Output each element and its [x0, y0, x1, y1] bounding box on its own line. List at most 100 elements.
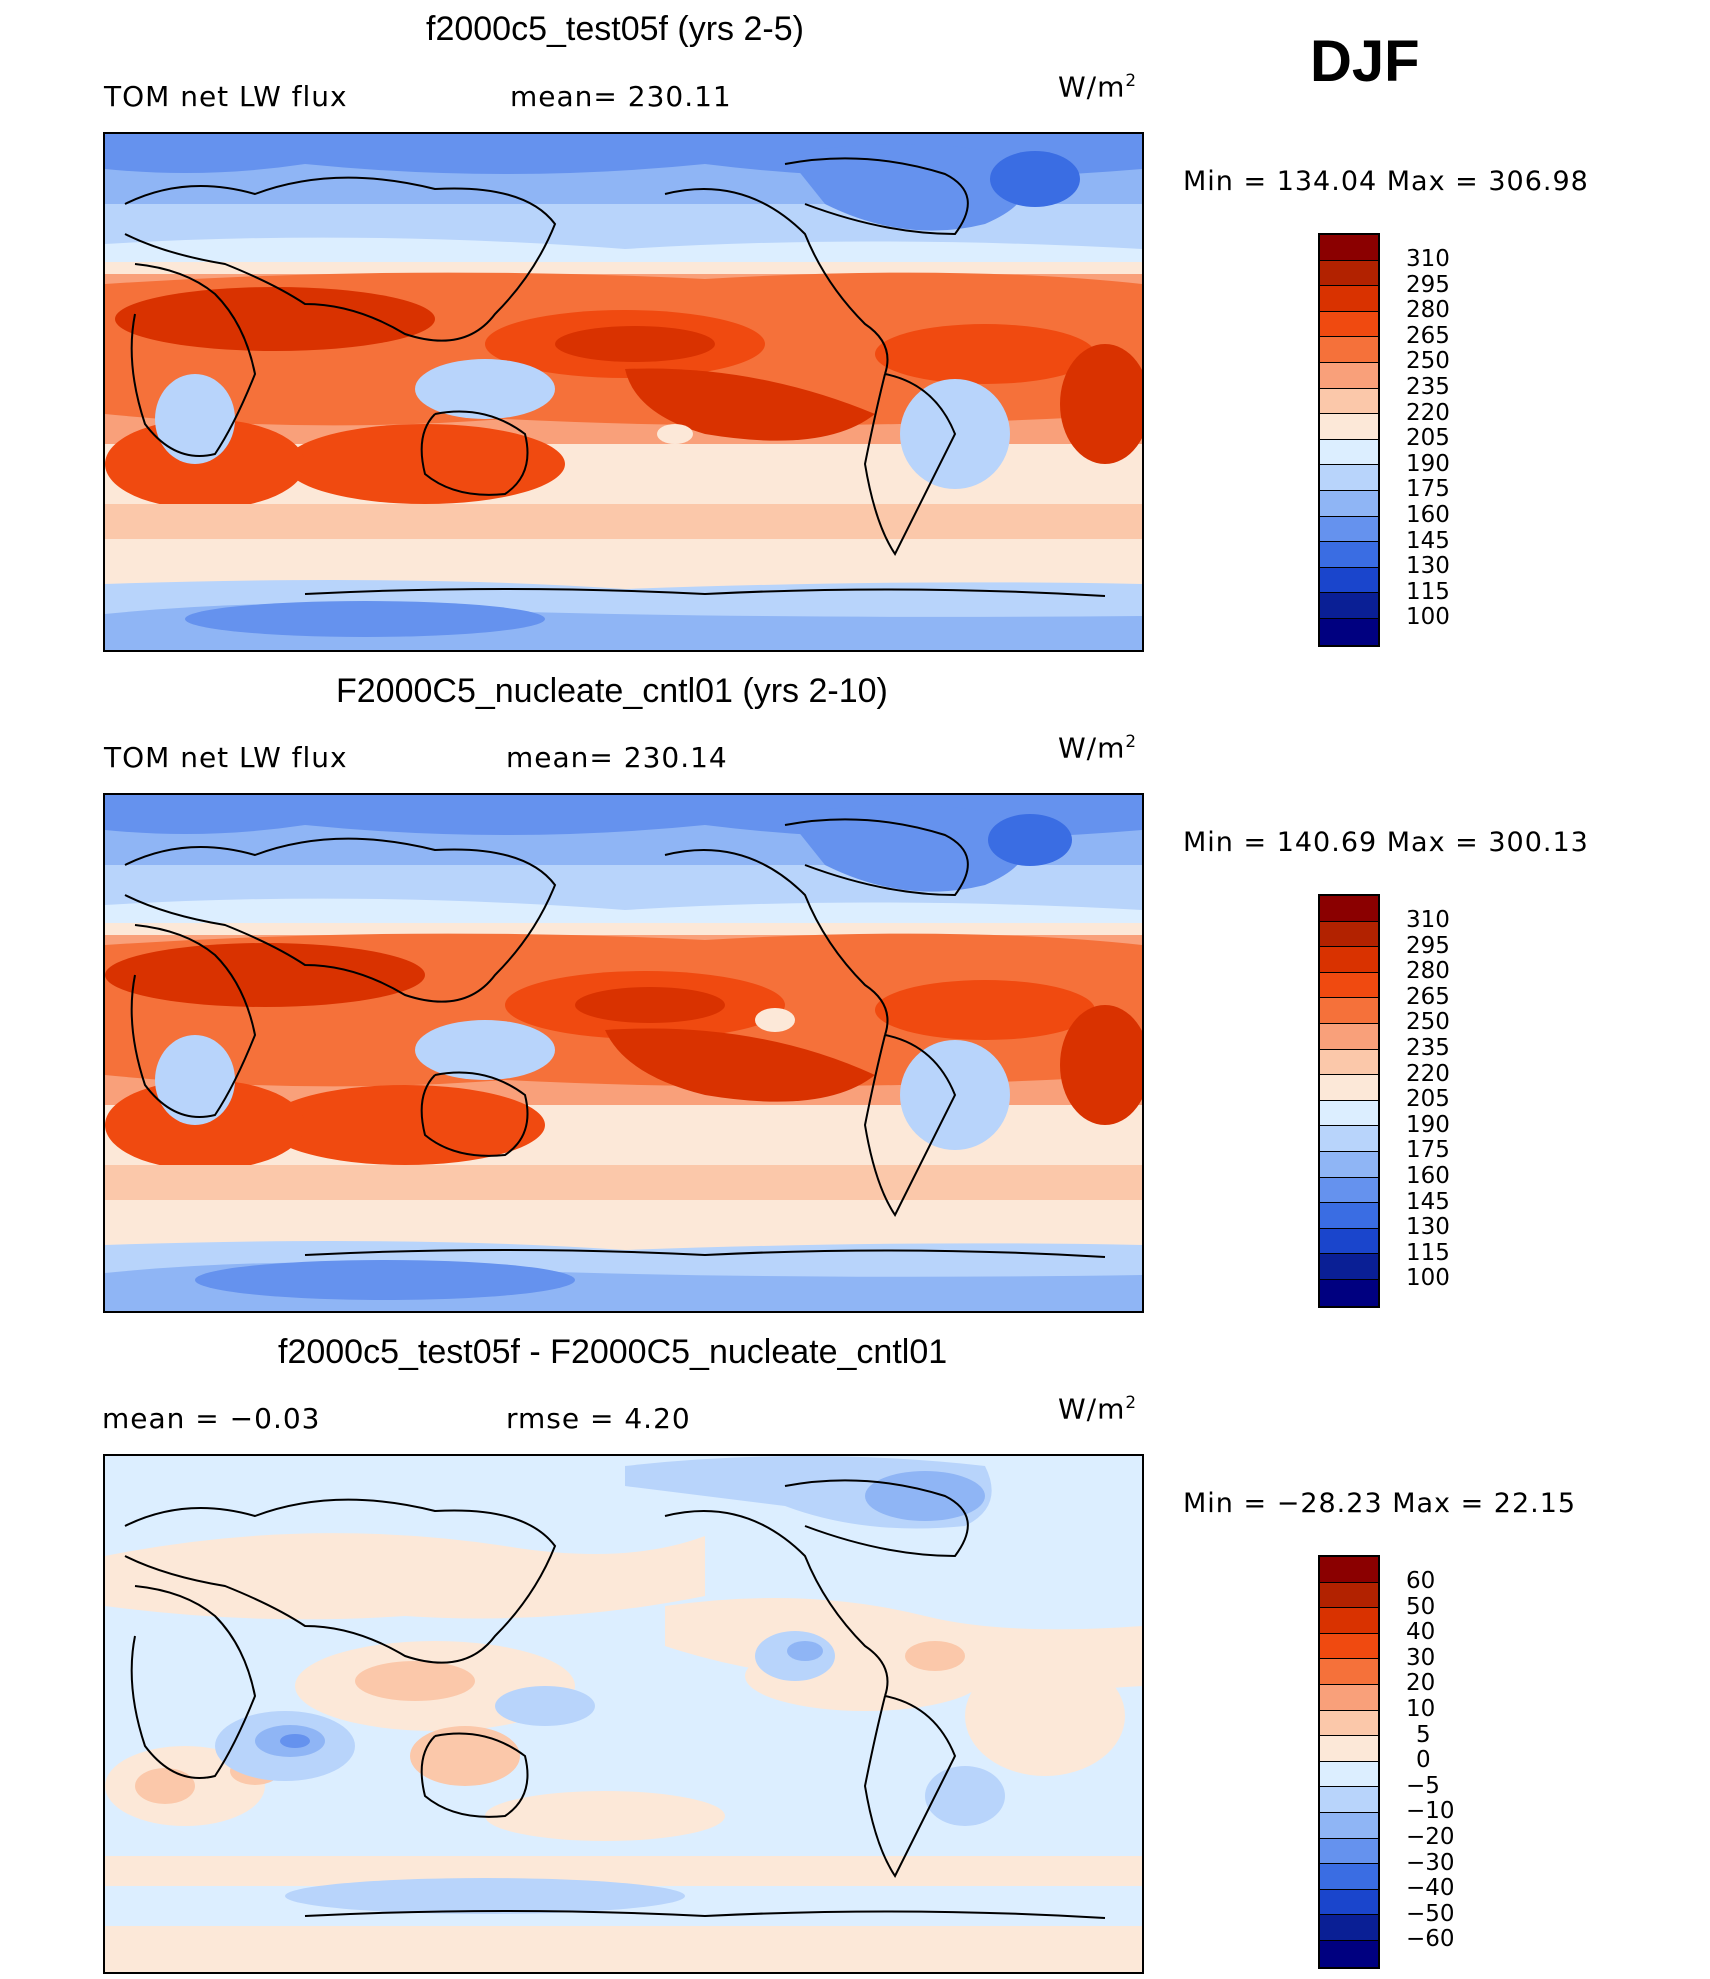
colorbar-swatch: [1320, 1279, 1378, 1306]
colorbar-swatch: [1320, 1787, 1378, 1813]
panel-2-mean-label: mean= 230.14: [506, 741, 728, 774]
colorbar-tick-label: 30: [1406, 1645, 1436, 1671]
colorbar-swatch: [1320, 362, 1378, 389]
colorbar-swatch: [1320, 439, 1378, 466]
colorbar-tick-label: 130: [1406, 1214, 1450, 1240]
colorbar-tick-label: −20: [1406, 1824, 1455, 1850]
colorbar-swatch: [1320, 1940, 1378, 1967]
colorbar-swatch: [1320, 1023, 1378, 1050]
colorbar-tick-label: 220: [1406, 1061, 1450, 1087]
season-label: DJF: [1310, 29, 1420, 94]
colorbar-swatch: [1320, 1633, 1378, 1660]
colorbar-tick-label: −30: [1406, 1850, 1455, 1876]
panel-3-units: W/m2: [1058, 1392, 1138, 1426]
colorbar-swatch: [1320, 1151, 1378, 1178]
colorbar-tick-label: 295: [1406, 272, 1450, 298]
colorbar-tick-label: −50: [1406, 1901, 1455, 1927]
colorbar-swatch: [1320, 260, 1378, 287]
colorbar-tick-label: 160: [1406, 1163, 1450, 1189]
colorbar-tick-label: 115: [1406, 579, 1450, 605]
panel-2-title: F2000C5_nucleate_cntl01 (yrs 2-10): [336, 672, 888, 710]
colorbar-swatch: [1320, 1557, 1378, 1583]
colorbar-swatch: [1320, 618, 1378, 645]
colorbar-swatch: [1320, 414, 1378, 440]
panel-1-title: f2000c5_test05f (yrs 2-5): [426, 10, 804, 48]
colorbar-tick-label: 190: [1406, 451, 1450, 477]
colorbar-tick-label: 20: [1406, 1670, 1436, 1696]
colorbar-tick-label: 40: [1406, 1619, 1436, 1645]
panel-3-min-max: Min = −28.23 Max = 22.15: [1183, 1488, 1577, 1519]
colorbar-swatch: [1320, 1889, 1378, 1916]
colorbar-swatch: [1320, 1608, 1378, 1634]
colorbar-swatch: [1320, 1177, 1378, 1204]
colorbar-swatch: [1320, 1659, 1378, 1685]
colorbar-swatch: [1320, 1254, 1378, 1280]
colorbar-swatch: [1320, 286, 1378, 312]
colorbar-tick-label: 5: [1416, 1722, 1431, 1748]
colorbar-tick-label: 10: [1406, 1696, 1436, 1722]
colorbar-swatch: [1320, 1203, 1378, 1229]
colorbar-tick-label: −10: [1406, 1798, 1455, 1824]
colorbar-tick-label: 115: [1406, 1240, 1450, 1266]
colorbar-tick-label: 235: [1406, 1035, 1450, 1061]
colorbar-swatch: [1320, 896, 1378, 922]
colorbar-swatch: [1320, 1100, 1378, 1127]
colorbar-tick-label: 50: [1406, 1594, 1436, 1620]
colorbar-swatch: [1320, 1126, 1378, 1152]
colorbar-tick-label: 280: [1406, 958, 1450, 984]
panel-1-contour-field: [105, 134, 1142, 650]
colorbar-tick-label: 280: [1406, 297, 1450, 323]
colorbar-tick-label: 145: [1406, 1189, 1450, 1215]
colorbar-swatch: [1320, 947, 1378, 973]
colorbar-swatch: [1320, 1761, 1378, 1788]
panel-3-rmse-label: rmse = 4.20: [506, 1402, 691, 1435]
colorbar-swatch: [1320, 1582, 1378, 1609]
colorbar-tick-label: 100: [1406, 1265, 1450, 1291]
colorbar-tick-label: −60: [1406, 1926, 1455, 1952]
panel-1-mean-label: mean= 230.11: [510, 80, 732, 113]
colorbar-swatch: [1320, 1812, 1378, 1839]
colorbar-tick-label: 205: [1406, 425, 1450, 451]
colorbar-tick-label: 175: [1406, 476, 1450, 502]
colorbar-tick-label: −5: [1406, 1773, 1440, 1799]
panel-1-min-max: Min = 134.04 Max = 306.98: [1183, 166, 1589, 197]
colorbar-swatch: [1320, 337, 1378, 363]
colorbar-swatch: [1320, 998, 1378, 1024]
colorbar-tick-label: 250: [1406, 1009, 1450, 1035]
colorbar-swatch: [1320, 490, 1378, 517]
colorbar-swatch: [1320, 1736, 1378, 1762]
colorbar-tick-label: 220: [1406, 400, 1450, 426]
colorbar-tick-label: 190: [1406, 1112, 1450, 1138]
panel-1-colorbar: [1318, 233, 1380, 647]
colorbar-swatch: [1320, 1228, 1378, 1255]
colorbar-swatch: [1320, 1049, 1378, 1076]
colorbar-tick-label: 235: [1406, 374, 1450, 400]
colorbar-swatch: [1320, 972, 1378, 999]
colorbar-tick-label: 205: [1406, 1086, 1450, 1112]
colorbar-swatch: [1320, 1838, 1378, 1865]
colorbar-tick-label: 60: [1406, 1568, 1436, 1594]
colorbar-tick-label: 310: [1406, 907, 1450, 933]
colorbar-swatch: [1320, 311, 1378, 338]
colorbar-tick-label: 130: [1406, 553, 1450, 579]
colorbar-swatch: [1320, 921, 1378, 948]
panel-2-map: [103, 793, 1144, 1313]
panel-2-min-max: Min = 140.69 Max = 300.13: [1183, 827, 1589, 858]
colorbar-swatch: [1320, 567, 1378, 594]
colorbar-tick-label: 0: [1416, 1747, 1431, 1773]
colorbar-swatch: [1320, 388, 1378, 415]
colorbar-tick-label: −40: [1406, 1875, 1455, 1901]
panel-2-contour-field: [105, 795, 1142, 1311]
panel-2-units: W/m2: [1058, 731, 1138, 765]
colorbar-tick-label: 100: [1406, 604, 1450, 630]
panel-2-colorbar: [1318, 894, 1380, 1308]
colorbar-swatch: [1320, 516, 1378, 543]
colorbar-tick-label: 265: [1406, 984, 1450, 1010]
colorbar-swatch: [1320, 593, 1378, 619]
panel-3-title: f2000c5_test05f - F2000C5_nucleate_cntl0…: [278, 1333, 948, 1371]
colorbar-swatch: [1320, 235, 1378, 261]
colorbar-swatch: [1320, 1915, 1378, 1941]
colorbar-swatch: [1320, 465, 1378, 491]
colorbar-swatch: [1320, 1864, 1378, 1890]
colorbar-swatch: [1320, 542, 1378, 568]
